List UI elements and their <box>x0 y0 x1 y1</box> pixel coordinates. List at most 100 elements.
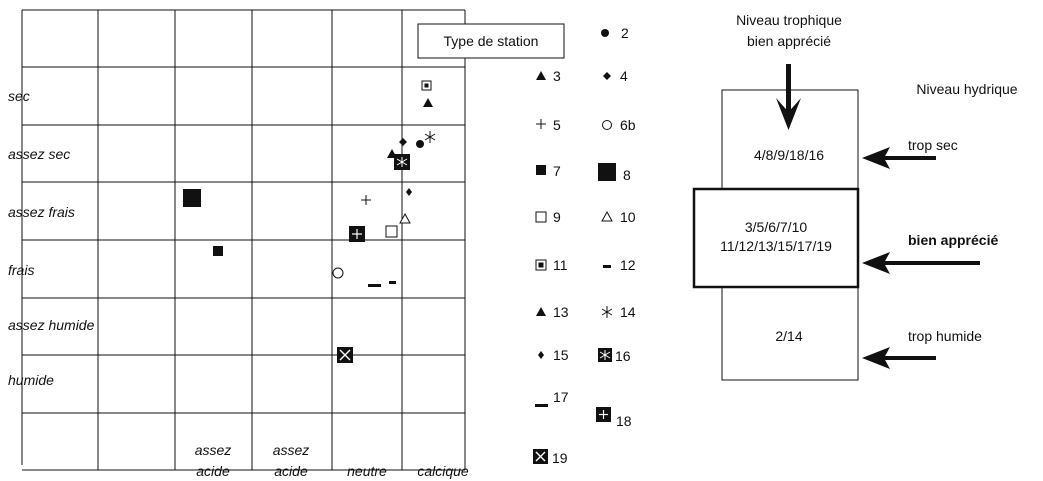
plot-station-15 <box>406 188 412 196</box>
legend-item-10: 10 <box>601 209 636 225</box>
legend-label-6b: 6b <box>620 117 636 133</box>
plot-station-10 <box>399 212 411 224</box>
legend-item-19: 19 <box>533 449 568 466</box>
col-label-assez-acide-1-line2: acide <box>196 463 230 479</box>
arrow-bien-apprecie <box>862 252 980 274</box>
row-label-assez-humide: assez humide <box>8 317 95 333</box>
row-label-assez-frais: assez frais <box>8 204 75 220</box>
legend-item-5: 5 <box>536 117 561 133</box>
plot-station-14 <box>424 131 436 143</box>
col-label-assez-acide-2-line2: acide <box>274 463 308 479</box>
col-label-assez-acide-1-line1: assez <box>195 442 232 458</box>
legend-label-19: 19 <box>552 450 568 466</box>
legend-label-3: 3 <box>553 68 561 84</box>
arrow-trop-sec <box>862 147 936 169</box>
square-x-icon <box>533 449 548 464</box>
square-asterisk-icon <box>598 348 612 362</box>
legend-label-5: 5 <box>553 117 561 133</box>
hydric-box-optimal <box>692 187 860 289</box>
plotted-stations <box>183 80 436 363</box>
legend-item-14: 14 <box>601 304 636 320</box>
legend-label-8: 8 <box>623 167 631 183</box>
col-label-neutre: neutre <box>347 463 387 479</box>
legend-item-8: 8 <box>598 163 631 183</box>
plot-station-11 <box>421 80 432 91</box>
plot-station-17 <box>368 284 381 287</box>
legend-label-15: 15 <box>553 347 569 363</box>
legend-item-18: 18 <box>596 407 632 429</box>
legend-item-4: 4 <box>603 68 628 84</box>
row-labels: sec assez sec assez frais frais assez hu… <box>8 88 95 388</box>
square-filled-icon <box>536 165 546 175</box>
ecogram-grid <box>21 9 466 471</box>
legend-item-3: 3 <box>536 68 561 84</box>
legend-title: Type de station <box>444 33 539 49</box>
asterisk-icon <box>601 306 613 318</box>
plot-station-16 <box>394 154 410 170</box>
legend-label-4: 4 <box>620 68 628 84</box>
legend-title-box: Type de station <box>417 23 565 59</box>
legend-item-13: 13 <box>536 304 569 320</box>
trophic-label-line1: Niveau trophique <box>736 12 842 28</box>
row-label-humide: humide <box>8 372 54 388</box>
arrow-trop-humide <box>862 347 936 369</box>
legend-item-7: 7 <box>536 163 561 179</box>
plus-icon <box>536 119 546 129</box>
col-label-assez-acide-2-line1: assez <box>273 442 310 458</box>
square-plus-icon <box>596 407 611 422</box>
legend-label-17: 17 <box>553 389 569 405</box>
trophic-arrow <box>776 64 801 130</box>
diamond-small-icon <box>538 351 544 359</box>
circle-open-icon <box>602 120 612 130</box>
legend-label-10: 10 <box>620 209 636 225</box>
triangle-open-icon <box>601 210 613 222</box>
plot-station-12 <box>389 281 396 284</box>
trophic-label-line2: bien apprécié <box>747 33 831 49</box>
dash-icon <box>535 404 548 407</box>
col-label-calcique: calcique <box>417 463 469 479</box>
legend-label-18: 18 <box>616 413 632 429</box>
legend-item-16: 16 <box>598 348 631 364</box>
legend-label-11: 11 <box>553 257 568 273</box>
hydric-level-diagram: Niveau trophique bien apprécié Niveau hy… <box>692 12 1018 381</box>
plot-station-13 <box>423 98 433 107</box>
plot-station-19 <box>337 347 353 363</box>
triangle-filled-icon <box>536 71 546 80</box>
plot-station-2 <box>416 140 424 148</box>
box-mid-stations-line1: 3/5/6/7/10 <box>745 219 807 235</box>
plot-station-18 <box>349 226 365 242</box>
legend-label-2: 2 <box>621 25 629 41</box>
row-label-sec: sec <box>8 88 30 104</box>
label-bien-apprecie: bien apprécié <box>908 232 998 248</box>
legend-item-2: 2 <box>601 25 629 41</box>
square-inset-icon <box>535 259 547 271</box>
box-bottom-stations: 2/14 <box>775 328 802 344</box>
box-mid-stations-line2: 11/12/13/15/17/19 <box>720 238 832 254</box>
dot-icon <box>601 29 609 37</box>
legend-label-16: 16 <box>615 348 631 364</box>
legend-label-7: 7 <box>553 163 561 179</box>
diamond-icon <box>603 72 611 80</box>
plot-station-7 <box>213 246 223 256</box>
plot-station-5 <box>361 195 371 205</box>
label-trop-humide: trop humide <box>908 328 982 344</box>
legend-label-13: 13 <box>553 304 569 320</box>
triangle-small-icon <box>536 307 546 316</box>
legend-item-15: 15 <box>538 347 569 363</box>
legend-item-6b: 6b <box>602 117 636 133</box>
plot-station-8 <box>183 189 201 207</box>
legend-label-12: 12 <box>620 257 636 273</box>
legend-item-9: 9 <box>535 209 561 225</box>
station-legend: 2 3 4 5 6b 7 8 <box>533 25 636 466</box>
dash-small-icon <box>603 265 611 268</box>
plot-station-6b <box>332 267 344 279</box>
legend-item-11: 11 <box>535 257 568 273</box>
plot-station-9 <box>385 225 398 238</box>
box-top-stations: 4/8/9/18/16 <box>754 147 824 163</box>
square-large-icon <box>598 163 616 181</box>
legend-label-14: 14 <box>620 304 636 320</box>
hydric-level-title: Niveau hydrique <box>916 81 1017 97</box>
row-label-assez-sec: assez sec <box>8 146 70 162</box>
row-label-frais: frais <box>8 262 34 278</box>
